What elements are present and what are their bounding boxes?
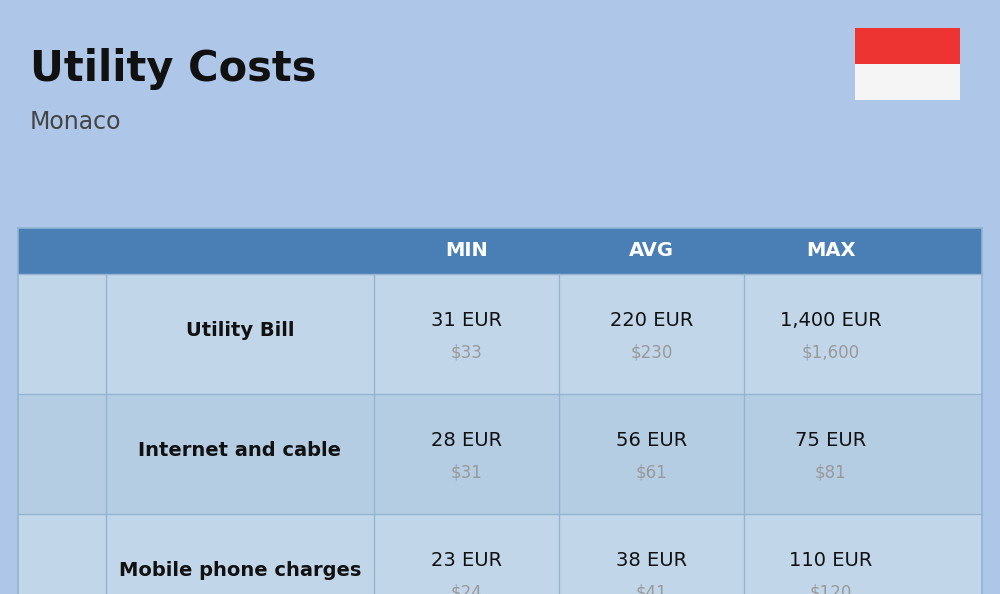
Text: $41: $41 [636,583,667,594]
Text: $61: $61 [636,463,667,481]
Text: 1,400 EUR: 1,400 EUR [780,311,882,330]
Text: 56 EUR: 56 EUR [616,431,687,450]
Text: MIN: MIN [445,242,488,261]
Text: MAX: MAX [806,242,856,261]
Text: 23 EUR: 23 EUR [431,551,502,570]
Bar [18,228,982,274]
Text: Utility Bill: Utility Bill [186,321,294,340]
Text: 38 EUR: 38 EUR [616,551,687,570]
Bar [855,64,960,100]
Text: Monaco: Monaco [30,110,122,134]
Text: 31 EUR: 31 EUR [431,311,502,330]
Text: Utility Costs: Utility Costs [30,48,316,90]
Bar [32,302,92,366]
Text: $120: $120 [810,583,852,594]
Bar [32,422,92,486]
Text: $33: $33 [451,343,482,361]
Bar [18,394,982,514]
Bar [18,514,982,594]
Text: $1,600: $1,600 [802,343,860,361]
Text: 75 EUR: 75 EUR [795,431,867,450]
Text: $24: $24 [451,583,482,594]
Text: $230: $230 [630,343,673,361]
Text: 110 EUR: 110 EUR [789,551,873,570]
Text: $31: $31 [451,463,482,481]
Text: $81: $81 [815,463,847,481]
Bar [18,274,982,394]
Bar [855,28,960,64]
Text: AVG: AVG [629,242,674,261]
Text: Mobile phone charges: Mobile phone charges [119,561,361,580]
Text: 28 EUR: 28 EUR [431,431,502,450]
Text: 220 EUR: 220 EUR [610,311,693,330]
Text: Internet and cable: Internet and cable [138,441,342,460]
Bar [32,542,92,594]
